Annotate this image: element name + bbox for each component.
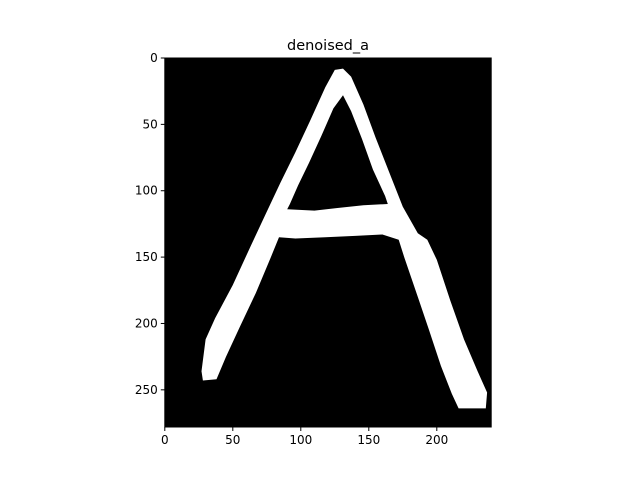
x-tick-label: 0 [161,433,169,447]
y-tick-label: 0 [150,51,158,65]
y-tick-label: 100 [135,184,158,198]
x-tick-label: 150 [357,433,380,447]
axes-frame [164,57,492,428]
x-tick-label: 50 [225,433,240,447]
x-tick-label: 200 [425,433,448,447]
letter-a-stroke [201,68,488,409]
image-axes [164,57,492,428]
x-tick-label: 100 [289,433,312,447]
y-tick-label: 150 [135,250,158,264]
y-tick-label: 200 [135,316,158,330]
x-axis: 0 50 100 150 200 [161,427,448,447]
y-tick-label: 250 [135,383,158,397]
y-tick-label: 50 [143,117,158,131]
figure-title: denoised_a [287,38,369,54]
letter-a-glyph [201,68,488,409]
y-axis: 0 50 100 150 200 250 [135,51,165,397]
